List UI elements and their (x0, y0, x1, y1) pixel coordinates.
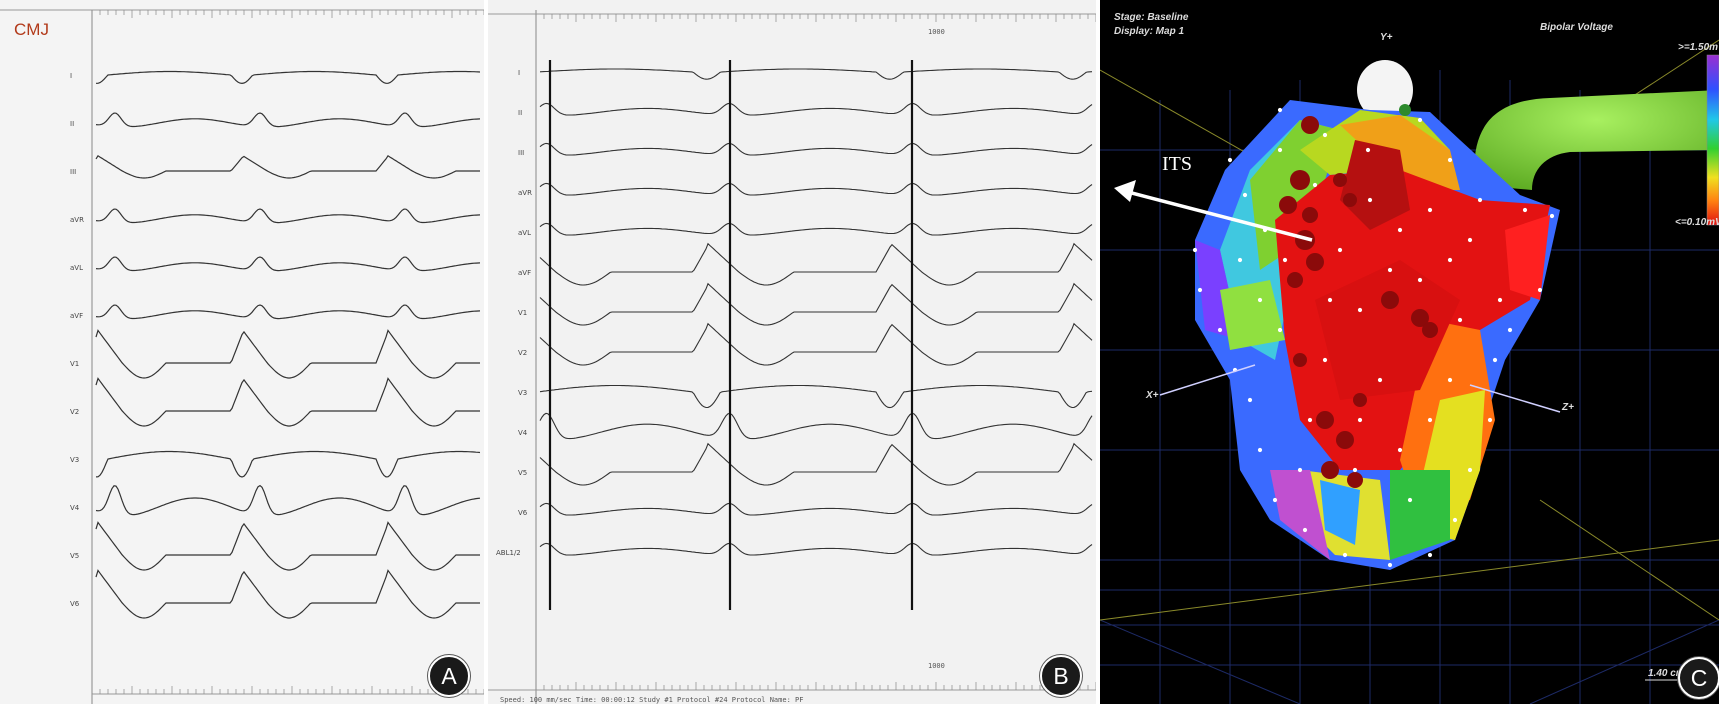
ruler-label: 1.40 cm (1648, 668, 1685, 679)
mapping-points (1192, 107, 1555, 568)
panel-a-badge: A (428, 655, 470, 697)
ecg-trace-a (95, 484, 481, 516)
catheter-marker (1399, 104, 1411, 116)
lead-label-b: V4 (518, 429, 528, 437)
lead-label-b: V5 (518, 469, 527, 477)
lead-label-a: V4 (70, 504, 80, 512)
lead-label-b: I (518, 69, 520, 77)
lead-label-a: V6 (70, 600, 80, 608)
lead-label-a: III (70, 168, 76, 176)
bottom-scale-label: 1000 (928, 662, 945, 670)
panel-c-badge: C (1678, 657, 1719, 699)
ecg-trace-a (95, 304, 481, 320)
panel-a-ecg: I II III aVR aVL aVF V1 V2 V3 V4 V5 V6 CMJ A (0, 0, 484, 704)
panel-b-badge: B (1040, 655, 1082, 697)
top-scale-label: 1000 (928, 28, 945, 36)
ecg-trace-a (95, 329, 480, 379)
axis-gizmo: X+ Z+ Y+ (1145, 32, 1574, 413)
axis-z-label: Z+ (1561, 402, 1574, 413)
ecg-trace-b (539, 222, 1093, 236)
ecg-trace-b (539, 412, 1093, 440)
lead-label-b: aVF (518, 269, 531, 277)
ablation-lesions (1279, 116, 1438, 488)
scale-top-label: >=1.50mV (1678, 42, 1719, 53)
lead-label-b: V3 (518, 389, 527, 397)
stage-label: Stage: Baseline (1114, 12, 1189, 23)
lead-label-a: V1 (70, 360, 79, 368)
ecg-trace-b (539, 542, 1093, 556)
its-arrow: ITS (1114, 153, 1313, 242)
voltage-color-scale (1706, 54, 1719, 226)
axis-x-label: X+ (1145, 390, 1159, 401)
lead-label-a: aVL (70, 264, 83, 272)
strip-footer: Speed: 100 mm/sec Time: 00:00:12 Study #… (500, 696, 803, 704)
ecg-trace-a (95, 154, 480, 179)
its-label: ITS (1162, 153, 1192, 175)
voltage-map-view: X+ Z+ Y+ ITS Stage: Baseline Display: Ma… (1100, 12, 1719, 704)
ecg-trace-a (96, 70, 481, 85)
lead-label-b: V2 (518, 349, 527, 357)
ecg-trace-b (539, 142, 1093, 156)
lead-label-a: V5 (70, 552, 79, 560)
panel-b-ecg: I II III aVR aVL aVF V1 V2 V3 V4 V5 V6 ABL1/2 1000 1… (488, 0, 1096, 704)
scale-bottom-label: <=0.10mV (1675, 217, 1719, 228)
panel-c-3d-map: X+ Z+ Y+ ITS Stage: Baseline Display: Ma… (1100, 0, 1719, 704)
ecg-trace-a (95, 256, 481, 272)
lead-label-b: II (518, 109, 522, 117)
appendage-shape (1357, 60, 1413, 120)
lead-label-a: I (70, 72, 72, 80)
lead-label-b: ABL1/2 (496, 549, 521, 557)
lead-label-a: V2 (70, 408, 79, 416)
ecg-trace-a (95, 521, 480, 571)
ecg-trace-a (95, 377, 480, 427)
ecg-trace-b (539, 322, 1093, 366)
ecg-trace-b (539, 502, 1093, 516)
lead-label-b: V6 (518, 509, 528, 517)
display-label: Display: Map 1 (1114, 26, 1184, 37)
lead-label-a: II (70, 120, 74, 128)
ecg-trace-b (539, 242, 1093, 286)
aorta-tube (1474, 90, 1719, 190)
lead-label-b: III (518, 149, 524, 157)
lead-label-a: V3 (70, 456, 79, 464)
ecg-trace-b (539, 384, 1093, 409)
ecg-trace-b (539, 102, 1093, 116)
lead-label-a: aVR (70, 216, 84, 224)
ecg-trace-b (539, 282, 1093, 326)
lead-label-a: aVF (70, 312, 83, 320)
lead-label-b: aVR (518, 189, 532, 197)
ecg-trace-b (539, 442, 1093, 486)
ecg-trace-a (95, 112, 481, 128)
ecg-trace-b (539, 68, 1093, 80)
lead-label-b: V1 (518, 309, 527, 317)
ecg-trace-a (95, 569, 480, 619)
axis-y-label: Y+ (1380, 32, 1393, 43)
ecg-trace-b (539, 182, 1093, 196)
ecg-trace-a (95, 208, 481, 224)
cmj-watermark: CMJ (14, 20, 49, 39)
lead-label-b: aVL (518, 229, 531, 237)
ecg-trace-a (95, 450, 481, 478)
mode-label: Bipolar Voltage (1540, 22, 1613, 33)
